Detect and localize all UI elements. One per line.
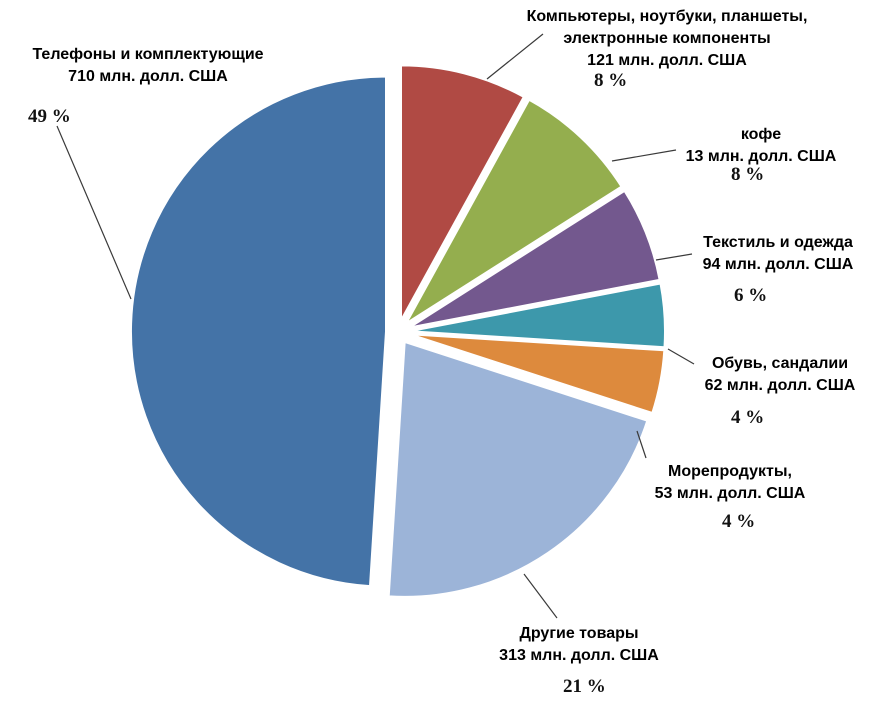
leader-line: [636, 430, 647, 459]
slice-label-seafood-value: 53 млн. долл. США: [654, 485, 806, 502]
pie-slice-computers: [400, 64, 526, 321]
slice-label-computers-text-1: Компьютеры, ноутбуки, планшеты,: [526, 8, 808, 25]
slice-label-textile: Текстиль и одежда 94 млн. долл. США: [682, 232, 874, 276]
slice-percent-seafood: 4 %: [722, 511, 756, 532]
slice-percent-phones: 49 %: [28, 106, 71, 127]
pie-slice-coffee: [405, 98, 623, 325]
pie-slice-seafood: [409, 333, 666, 415]
leader-line: [655, 253, 693, 261]
leader-line: [667, 348, 695, 365]
slice-label-phones-text: Телефоны и комплектующие: [32, 46, 264, 63]
leader-line: [611, 149, 677, 162]
leader-line: [523, 573, 558, 619]
slice-label-shoes-text: Обувь, сандалии: [711, 355, 849, 372]
slice-percent-shoes: 4 %: [731, 407, 765, 428]
slice-label-seafood: Морепродукты, 53 млн. долл. США: [632, 461, 828, 505]
slice-label-textile-value: 94 млн. долл. США: [702, 256, 854, 273]
slice-label-seafood-text: Морепродукты,: [668, 463, 792, 480]
leader-line: [486, 33, 544, 80]
slice-label-phones: Телефоны и комплектующие 710 млн. долл. …: [2, 44, 294, 88]
pie-slice-phones: [130, 75, 387, 588]
slice-percent-textile: 6 %: [734, 285, 768, 306]
pie-slice-shoes: [409, 282, 666, 349]
slice-label-coffee-value: 13 млн. долл. США: [685, 148, 837, 165]
pie-slice-textile: [408, 189, 661, 329]
slice-label-shoes: Обувь, сандалии 62 млн. долл. США: [682, 353, 878, 397]
slice-label-phones-value: 710 млн. долл. США: [68, 68, 228, 85]
slice-label-others: Другие товары 313 млн. долл. США: [470, 623, 688, 667]
slice-label-shoes-value: 62 млн. долл. США: [704, 377, 856, 394]
slice-label-computers: Компьютеры, ноутбуки, планшеты, электрон…: [492, 6, 842, 72]
slice-label-coffee: кофе 13 млн. долл. США: [652, 124, 870, 168]
pie-slice-others: [387, 340, 649, 598]
slice-percent-others: 21 %: [563, 676, 606, 697]
slice-label-computers-value: 121 млн. долл. США: [587, 52, 747, 69]
slice-label-others-value: 313 млн. долл. США: [499, 647, 659, 664]
slice-label-computers-text-2: электронные компоненты: [563, 30, 771, 47]
leader-line: [56, 125, 132, 300]
slice-percent-coffee: 8 %: [731, 164, 765, 185]
slice-label-others-text: Другие товары: [519, 625, 639, 642]
slice-label-textile-text: Текстиль и одежда: [703, 234, 853, 251]
slice-label-coffee-text: кофе: [740, 126, 782, 143]
slice-percent-computers: 8 %: [594, 70, 628, 91]
